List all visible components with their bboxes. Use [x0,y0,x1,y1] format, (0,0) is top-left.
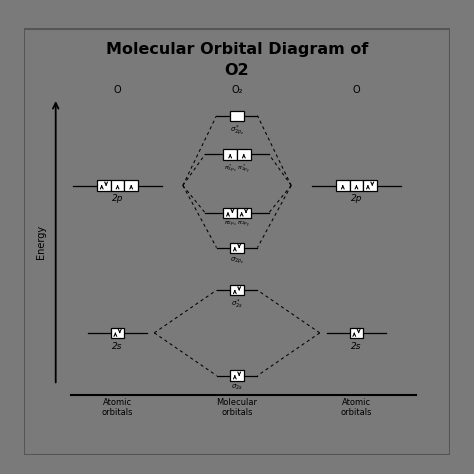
Bar [237,149,251,160]
Bar [363,181,377,191]
Bar [230,243,244,253]
Text: 2s: 2s [351,342,362,351]
Bar [237,208,251,218]
Text: $\pi_{2p_x}\ \pi_{2p_y}$: $\pi_{2p_x}\ \pi_{2p_y}$ [224,220,250,230]
Bar [111,328,124,338]
Bar [223,149,237,160]
Text: $\sigma_{2s}$: $\sigma_{2s}$ [231,383,243,392]
Text: O: O [353,85,360,95]
Bar [350,328,363,338]
Bar [336,181,350,191]
Bar [124,181,138,191]
Text: O2: O2 [225,64,249,78]
Bar [223,208,237,218]
Text: 2p: 2p [112,194,123,203]
Text: Molecular Orbital Diagram of: Molecular Orbital Diagram of [106,42,368,57]
Bar [111,181,124,191]
Text: Atomic
orbitals: Atomic orbitals [102,398,133,417]
Text: $\sigma_{2p_z}$: $\sigma_{2p_z}$ [230,255,244,265]
Text: Molecular
orbitals: Molecular orbitals [217,398,257,417]
Text: Energy: Energy [36,225,46,259]
Text: $\sigma^*_{2p_z}$: $\sigma^*_{2p_z}$ [230,123,244,138]
Text: 2p: 2p [351,194,362,203]
Bar [97,181,111,191]
Bar [230,110,244,121]
Text: O₂: O₂ [231,85,243,95]
Text: Atomic
orbitals: Atomic orbitals [341,398,372,417]
Text: $\sigma^*_{2s}$: $\sigma^*_{2s}$ [231,298,243,311]
Text: $\pi^*_{2p_x}\ \pi^*_{2p_y}$: $\pi^*_{2p_x}\ \pi^*_{2p_y}$ [224,162,250,175]
Text: 2s: 2s [112,342,123,351]
Text: O: O [114,85,121,95]
Bar [230,285,244,295]
Bar [350,181,363,191]
Bar [230,371,244,381]
